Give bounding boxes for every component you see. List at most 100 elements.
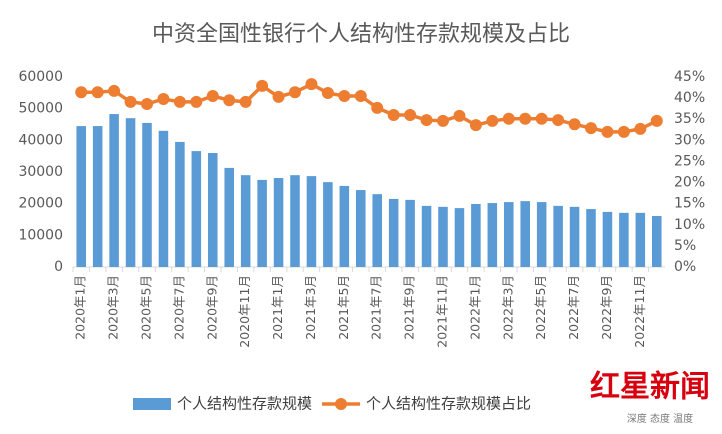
line-marker (585, 122, 597, 135)
bar (553, 205, 563, 267)
y2-tick-label: 10% (674, 217, 705, 233)
bar (520, 201, 530, 267)
bar (487, 203, 498, 267)
bar (92, 126, 103, 267)
bar (142, 122, 152, 268)
bar (158, 130, 169, 267)
y-tick-label: 20000 (18, 196, 63, 212)
y2-tick-label: 45% (674, 69, 705, 85)
line-marker (305, 78, 318, 91)
x-tick-label: 2022年11月 (632, 275, 647, 348)
bar (586, 209, 596, 267)
y-tick-label: 40000 (18, 132, 63, 148)
line-marker (387, 109, 400, 121)
y2-tick-label: 35% (674, 111, 705, 127)
y-tick-label: 60000 (18, 69, 63, 85)
line-marker (453, 109, 466, 122)
y2-tick-label: 40% (674, 90, 705, 106)
bar (109, 114, 119, 267)
x-tick-label: 2021年7月 (369, 275, 384, 340)
x-tick-label: 2020年1月 (73, 275, 88, 340)
bar (405, 199, 415, 267)
line-marker (502, 112, 515, 125)
x-tick-label: 2020年5月 (139, 275, 154, 340)
x-tick-label: 2020年9月 (204, 275, 219, 340)
line-marker (289, 86, 301, 99)
y2-tick-label: 25% (674, 153, 705, 169)
bar (504, 202, 514, 267)
brand-logo: 红星新闻 (590, 370, 710, 405)
bar (652, 216, 662, 267)
x-tick-label: 2022年3月 (500, 275, 515, 340)
line-marker (420, 114, 433, 127)
bar (372, 194, 382, 267)
bar (454, 208, 465, 267)
line-marker (173, 95, 186, 108)
x-tick-label: 2022年9月 (599, 275, 614, 340)
chart-title: 中资全国性银行个人结构性存款规模及占比 (152, 22, 570, 47)
y-tick-label: 50000 (18, 101, 63, 117)
line-marker (190, 95, 203, 108)
x-tick-label: 2022年7月 (566, 275, 581, 340)
line-marker (91, 86, 104, 99)
y-tick-label: 30000 (18, 164, 63, 180)
bar (635, 212, 646, 267)
x-tick-label: 2020年7月 (171, 275, 186, 340)
bar (619, 212, 629, 267)
x-tick-label: 2021年5月 (336, 275, 351, 340)
bar (257, 179, 267, 267)
line-marker (617, 125, 630, 138)
x-tick-label: 2022年1月 (467, 275, 482, 340)
line-marker (157, 92, 170, 105)
line-marker (552, 114, 565, 127)
legend-swatch (133, 398, 171, 410)
bar (306, 176, 317, 267)
bar (191, 151, 202, 267)
x-tick-label: 2021年1月 (270, 275, 285, 340)
line-marker (321, 87, 334, 100)
line-marker (601, 125, 614, 138)
line-marker (371, 101, 384, 114)
bar (339, 185, 350, 267)
bar (273, 178, 284, 267)
line-marker (272, 90, 285, 103)
bar (323, 182, 333, 267)
line-marker (354, 90, 367, 102)
x-tick-label: 2021年3月 (303, 275, 318, 340)
bar (240, 175, 251, 267)
y-tick-label: 0 (54, 259, 63, 275)
bar (356, 190, 366, 267)
line-marker (206, 90, 219, 102)
line-marker (256, 79, 269, 92)
x-tick-label: 2021年11月 (435, 275, 450, 348)
bar (76, 126, 86, 267)
line-marker (141, 98, 153, 111)
line-marker (223, 94, 236, 107)
line-marker (404, 109, 417, 121)
y2-tick-label: 15% (674, 196, 705, 212)
line-marker (650, 114, 663, 127)
y2-tick-label: 30% (674, 132, 705, 148)
bar (421, 205, 432, 267)
x-tick-label: 2020年11月 (237, 275, 252, 348)
brand-slogan: 深度 态度 温度 (627, 412, 693, 425)
line-marker (568, 118, 581, 131)
y2-tick-label: 20% (674, 175, 705, 191)
bar (536, 202, 547, 267)
legend-label: 个人结构性存款规模 (177, 395, 312, 413)
line-marker (634, 122, 647, 135)
x-tick-label: 2021年9月 (402, 275, 417, 340)
line-marker (469, 119, 482, 132)
bar (388, 198, 399, 267)
bar (224, 167, 234, 267)
bar (208, 153, 218, 267)
line-marker (124, 95, 137, 108)
bar (438, 206, 448, 267)
bar (125, 118, 136, 268)
line-marker (239, 95, 252, 108)
bar (471, 203, 481, 267)
bar (569, 206, 580, 267)
line-marker (519, 112, 532, 125)
line-marker (486, 114, 499, 127)
